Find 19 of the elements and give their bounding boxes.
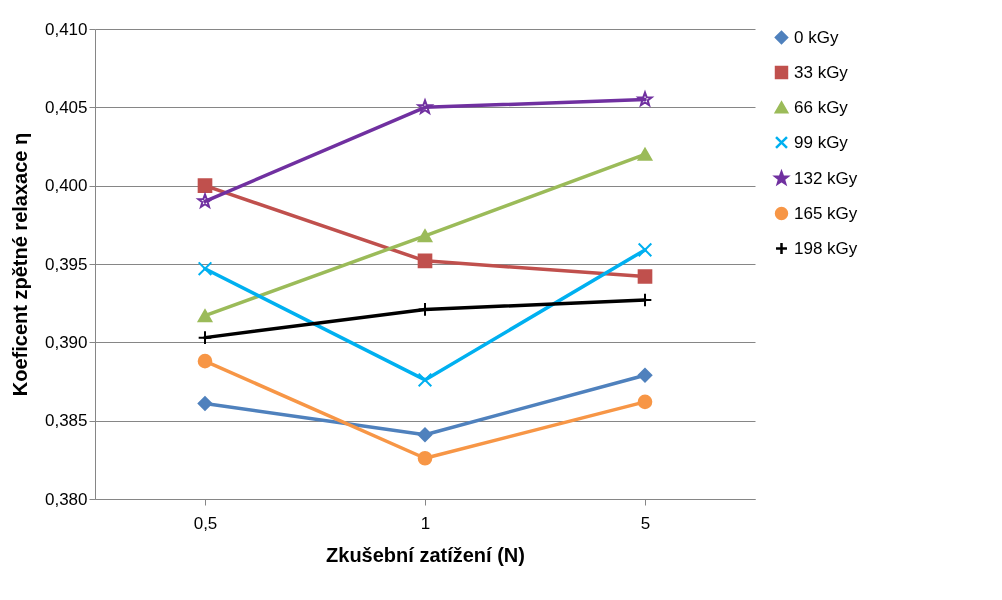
legend-label: 66 kGy: [794, 97, 849, 117]
legend-label: 132 kGy: [794, 168, 858, 188]
y-tick-label: 0,385: [44, 411, 88, 431]
x-tick-label: 5: [640, 513, 651, 533]
x-axis-title: Zkušební zatížení (N): [326, 543, 525, 566]
y-tick-label: 0,410: [44, 19, 88, 39]
x-tick-label: 1: [420, 513, 431, 533]
y-tick-label: 0,405: [44, 97, 88, 117]
legend-label: 165 kGy: [794, 203, 858, 223]
legend-label: 198 kGy: [794, 238, 858, 258]
y-tick-label: 0,390: [44, 332, 88, 352]
y-axis-title: Koeficent zpětné relaxace η: [8, 132, 31, 397]
y-tick-label: 0,380: [44, 489, 88, 509]
legend-label: 33 kGy: [794, 62, 849, 82]
legend-label: 0 kGy: [794, 27, 839, 47]
y-tick-label: 0,395: [44, 254, 88, 274]
x-tick-label: 0,5: [193, 513, 218, 533]
y-tick-label: 0,400: [44, 176, 88, 196]
legend-label: 99 kGy: [794, 132, 849, 152]
